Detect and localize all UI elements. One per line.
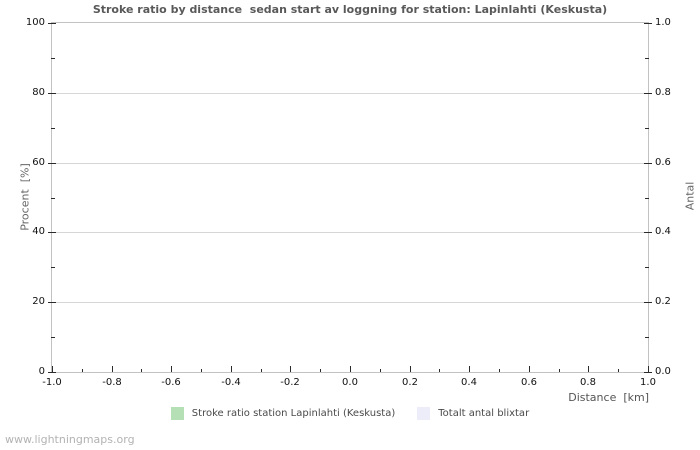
x-tick-minor [499,369,500,372]
gridline [52,302,648,303]
x-tick-label: 0.6 [521,377,537,388]
x-tick-major [171,366,172,372]
chart-title: Stroke ratio by distance sedan start av … [92,3,608,16]
legend-item-total-strokes: Totalt antal blixtar [417,407,529,420]
y-tick-minor [51,198,55,199]
x-tick-minor [380,369,381,372]
x-tick-label: -1.0 [42,377,62,388]
x-tick-major [290,366,291,372]
y2-tick-major [644,232,652,233]
x-tick-label: -0.6 [161,377,181,388]
y2-tick-minor [645,58,649,59]
x-tick-major [588,366,589,372]
watermark-link[interactable]: www.lightningmaps.org [5,433,135,446]
y-tick-label: 0 [38,366,45,377]
x-tick-minor [201,369,202,372]
x-tick-label: 0.0 [342,377,358,388]
x-tick-minor [261,369,262,372]
x-tick-major [529,366,530,372]
y-tick-minor [51,58,55,59]
x-axis-label: Distance [km] [568,391,649,404]
x-tick-minor [141,369,142,372]
y-tick-minor [51,128,55,129]
x-tick-label: 0.2 [402,377,418,388]
x-tick-major [112,366,113,372]
gridline [52,93,648,94]
y-tick-major [48,163,56,164]
y-tick-label: 60 [32,157,45,168]
x-tick-minor [618,369,619,372]
legend-swatch-lavender [417,407,431,420]
x-tick-minor [439,369,440,372]
y-tick-label: 80 [32,87,45,98]
legend-label: Stroke ratio station Lapinlahti (Keskust… [191,408,396,419]
x-tick-minor [82,369,83,372]
x-tick-label: 1.0 [640,377,656,388]
legend-swatch-green [170,407,184,420]
y2-tick-major [644,163,652,164]
y2-tick-label: 0.4 [655,226,671,237]
x-tick-label: -0.4 [221,377,241,388]
x-tick-label: 0.4 [461,377,477,388]
y-tick-minor [51,267,55,268]
y-tick-label: 40 [32,226,45,237]
y2-tick-minor [645,267,649,268]
y2-tick-major [644,302,652,303]
y2-tick-label: 1.0 [655,17,671,28]
y-axis-label-right: Antal [683,181,697,211]
x-tick-major [52,366,53,372]
x-tick-label: -0.2 [280,377,300,388]
x-tick-label: -0.8 [102,377,122,388]
gridline [52,163,648,164]
legend-label: Totalt antal blixtar [438,408,530,419]
x-tick-major [231,366,232,372]
y2-tick-major [644,372,652,373]
y-tick-label: 20 [32,296,45,307]
x-tick-minor [320,369,321,372]
y2-tick-minor [645,337,649,338]
y2-tick-label: 0.6 [655,157,671,168]
y-tick-minor [51,337,55,338]
y-axis-label-left: Procent [%] [18,163,32,231]
plot-area: 100 1.0 80 0.8 60 0.6 40 0.4 20 0.2 0 0.0 -1.0 -0.8 -0… [26,17,671,388]
y2-tick-minor [645,198,649,199]
y-tick-major [48,302,56,303]
y2-tick-major [644,93,652,94]
x-tick-major [648,366,649,372]
y2-tick-major [644,23,652,24]
y2-tick-minor [645,128,649,129]
y2-tick-label: 0.0 [655,366,671,377]
x-tick-major [469,366,470,372]
y2-tick-label: 0.2 [655,296,671,307]
y-tick-major [48,232,56,233]
x-tick-minor [559,369,560,372]
y-tick-major [48,372,56,373]
y2-tick-label: 0.8 [655,87,671,98]
legend: Stroke ratio station Lapinlahti (Keskust… [0,407,700,420]
x-tick-major [350,366,351,372]
y-tick-label: 100 [25,17,45,28]
y-tick-major [48,93,56,94]
y-tick-major [48,23,56,24]
x-tick-major [410,366,411,372]
x-tick-label: 0.8 [580,377,596,388]
gridline [52,232,648,233]
legend-item-stroke-ratio: Stroke ratio station Lapinlahti (Keskust… [170,407,396,420]
